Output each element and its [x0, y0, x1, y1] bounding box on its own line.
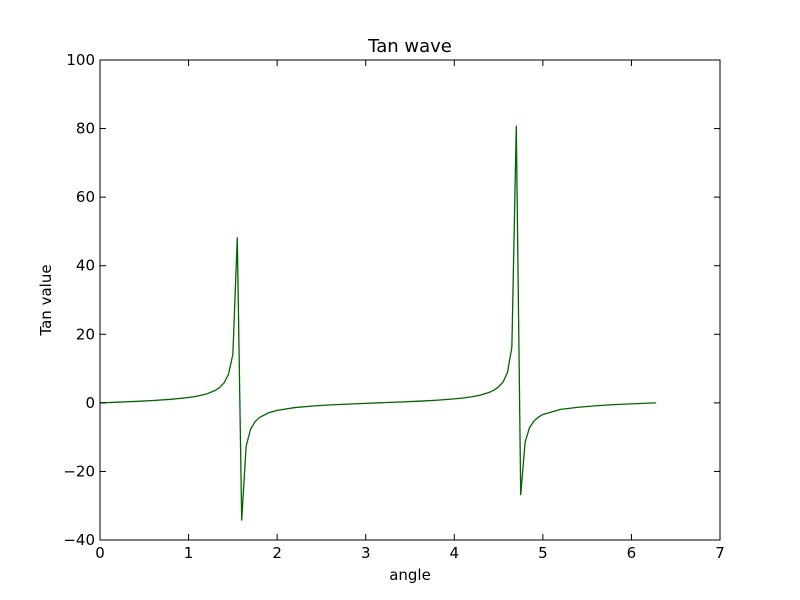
- x-tick-label: 7: [715, 544, 725, 562]
- y-tick-label: 80: [76, 120, 95, 138]
- y-tick-label: 100: [66, 51, 95, 69]
- x-tick-label: 1: [184, 544, 194, 562]
- y-tick-label: 20: [76, 325, 95, 343]
- x-tick-label: 3: [361, 544, 371, 562]
- series-layer: [99, 125, 657, 521]
- y-tick-label: 0: [85, 394, 95, 412]
- y-tick-label: −20: [63, 462, 95, 480]
- x-tick-label: 6: [627, 544, 637, 562]
- y-tick-label: 60: [76, 188, 95, 206]
- axes-frame: [99, 59, 721, 541]
- y-axis-label: Tan value: [37, 264, 55, 336]
- y-tick-label: −40: [63, 531, 95, 549]
- chart-title: Tan wave: [367, 36, 452, 57]
- x-tick-label: 2: [272, 544, 282, 562]
- y-tick-label: 40: [76, 257, 95, 275]
- x-tick-label: 5: [538, 544, 548, 562]
- series-line: [99, 125, 657, 521]
- ticks-layer: 0 1 2 3 4 5 6 7 −40 −20 0 20 40 60 80 100: [63, 51, 724, 562]
- x-tick-label: 0: [95, 544, 105, 562]
- plot-area: [99, 59, 721, 541]
- x-tick-label: 4: [450, 544, 460, 562]
- x-axis-label: angle: [389, 566, 431, 584]
